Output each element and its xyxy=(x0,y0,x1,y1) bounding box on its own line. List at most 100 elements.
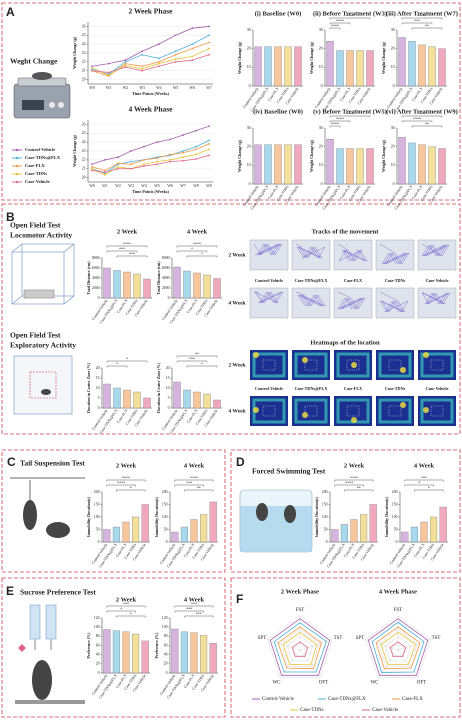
scale-illustration xyxy=(13,72,71,119)
significance-bracket xyxy=(411,27,443,30)
series-line xyxy=(91,125,210,165)
y-tick-label: 20 xyxy=(96,366,100,370)
y-tick-label: 24 xyxy=(82,140,86,144)
track-path xyxy=(337,243,368,262)
y-tick-label: 10 xyxy=(247,65,251,69)
y-tick-label: 10 xyxy=(166,386,170,390)
bar xyxy=(264,46,272,87)
bar xyxy=(173,381,181,409)
legend-label: Control-Vehicle xyxy=(262,697,295,702)
panel-border xyxy=(230,449,461,573)
point xyxy=(156,141,158,144)
y-tick-label: 50 xyxy=(164,527,168,531)
bar xyxy=(141,640,149,674)
panel-border xyxy=(230,577,461,718)
bar xyxy=(439,506,447,543)
radar-series xyxy=(389,641,407,658)
bottle-illustration xyxy=(15,604,85,704)
x-tick-label: W0 xyxy=(89,184,95,188)
point xyxy=(169,138,171,141)
y-tick-label: 120 xyxy=(94,616,100,620)
panel-title: Locomotor Activity xyxy=(10,231,72,240)
point xyxy=(130,163,132,166)
significance-label: * xyxy=(116,362,118,367)
bar xyxy=(264,144,272,185)
bar xyxy=(213,399,221,409)
y-axis-label: Immobility Duration(s) xyxy=(154,496,159,537)
x-tick-label: W7 xyxy=(206,86,212,90)
point xyxy=(195,148,197,151)
track-image xyxy=(333,239,373,271)
bar xyxy=(284,46,292,87)
significance-label: **** xyxy=(413,117,421,122)
y-tick-label: 0 xyxy=(321,84,323,88)
significance-bracket xyxy=(176,245,218,248)
bar xyxy=(200,635,208,674)
legend-marker xyxy=(15,180,19,184)
heatmap-hotspot xyxy=(400,402,406,408)
point xyxy=(157,43,160,46)
legend-marker xyxy=(15,148,19,152)
track-image xyxy=(375,239,415,271)
column-label: Case-TDNs xyxy=(385,278,406,283)
series-line xyxy=(91,140,210,174)
panel-label: F xyxy=(236,592,243,606)
point xyxy=(141,53,144,56)
significance-bracket xyxy=(334,484,364,487)
track-path xyxy=(295,243,326,259)
bar xyxy=(203,274,211,299)
bar xyxy=(340,524,348,543)
point xyxy=(195,129,197,132)
track-image xyxy=(249,239,289,271)
chart-title: (ii) Before Treatment (W3) xyxy=(313,10,387,17)
point xyxy=(104,158,106,161)
significance-label: *** xyxy=(186,481,192,486)
point xyxy=(208,143,210,145)
series-line xyxy=(91,54,210,73)
panel-title: Weght Change xyxy=(10,57,58,66)
radar-spoke xyxy=(365,639,399,651)
significance-label: * xyxy=(130,486,132,491)
y-tick-label: 30 xyxy=(391,126,395,130)
y-tick-label: 25 xyxy=(82,33,86,37)
significance-bracket xyxy=(174,605,214,608)
point xyxy=(91,167,93,170)
bar xyxy=(173,266,181,299)
y-tick-label: 20 xyxy=(164,662,168,666)
row-label: 2 Week xyxy=(228,252,246,258)
significance-label: **** xyxy=(331,122,339,127)
bar xyxy=(336,50,344,87)
point xyxy=(141,68,144,70)
significance-bracket xyxy=(116,255,148,258)
point xyxy=(208,47,210,50)
bar xyxy=(360,514,368,543)
significance-bracket xyxy=(116,615,146,618)
significance-bracket xyxy=(329,27,341,30)
y-tick-label: 120 xyxy=(162,616,168,620)
point xyxy=(91,166,93,168)
point xyxy=(156,163,158,166)
point xyxy=(191,43,194,46)
panel-title: Tail Suspension Test xyxy=(20,459,85,468)
track-image xyxy=(249,287,289,319)
y-tick-label: 100 xyxy=(162,625,168,629)
y-tick-label: 21 xyxy=(82,69,86,73)
radar-ring xyxy=(293,642,307,656)
legend-marker xyxy=(15,172,19,176)
point xyxy=(208,125,210,128)
track-image xyxy=(291,239,331,271)
panel-title: Sucrose Preference Test xyxy=(20,588,96,597)
point xyxy=(107,74,110,77)
point xyxy=(130,150,132,152)
legend-marker xyxy=(15,156,19,160)
bar xyxy=(103,529,111,543)
heatmap-center xyxy=(388,405,402,417)
y-tick-label: 60 xyxy=(96,643,100,647)
x-tick-label: W4 xyxy=(156,86,162,90)
point xyxy=(157,62,160,65)
point xyxy=(191,59,194,61)
bar xyxy=(180,526,188,543)
bar xyxy=(203,393,211,409)
significance-bracket xyxy=(329,22,351,25)
heatmap-hotspot xyxy=(302,357,308,363)
